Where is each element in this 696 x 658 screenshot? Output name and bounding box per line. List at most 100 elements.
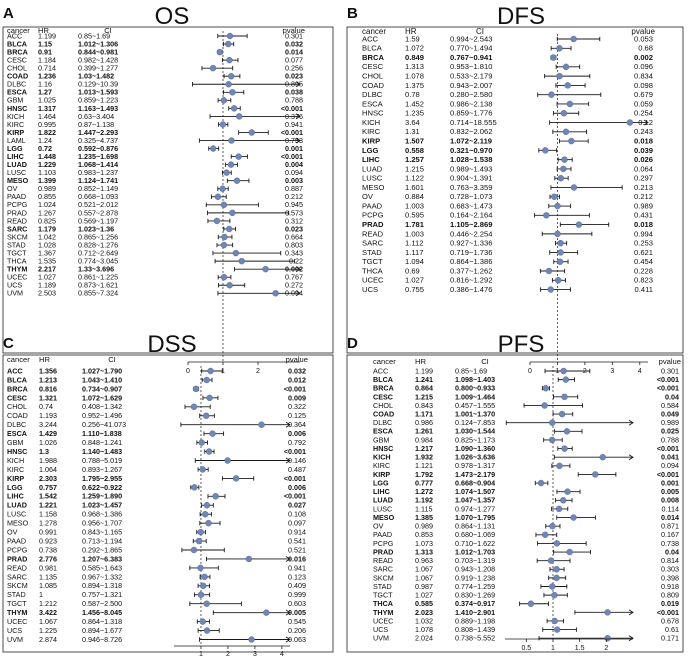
hr-point (213, 217, 221, 225)
p-value: <0.001 (657, 470, 679, 479)
hr-value: 1.067 (39, 617, 57, 626)
hr-value: 2.024 (415, 634, 433, 643)
p-value: 0.664 (285, 232, 303, 241)
hr-point (527, 600, 535, 607)
ci-value: 1.072~1.629 (82, 393, 122, 402)
cancer-label: DLBC (7, 420, 26, 429)
cancer-label: LIHC (7, 152, 24, 161)
hr-point (209, 64, 217, 72)
hr-point (232, 249, 240, 257)
row-kich: KICH 1.932 1.026~3.636 0.041 (373, 453, 679, 462)
column-header: pvalue (659, 357, 681, 366)
hr-point (229, 209, 236, 217)
row-paad: PAAD 0.853 0.680~1.069 0.167 (373, 530, 679, 539)
x-tick-label: 2 (256, 368, 260, 375)
row-ucec: UCEC 1.032 0.889~1.198 0.678 (373, 616, 679, 625)
cancer-label: GBM (373, 435, 389, 444)
hr-point (599, 454, 606, 461)
ci-value: 0.377~1.262 (450, 266, 492, 275)
row-dlbc: DLBC 1.16 0.129~10.39 0.895 (7, 80, 303, 89)
hr-point (263, 609, 270, 616)
column-header: CI (104, 26, 112, 35)
hr-value: 2.303 (39, 474, 57, 483)
hr-value: 1.073 (415, 539, 433, 548)
hr-point (199, 618, 206, 625)
row-esca: ESCA 1.429 1.110~1.838 0.006 (7, 429, 306, 438)
ci-value: 0.894~1.318 (82, 581, 122, 590)
row-prad: PRAD 1.267 0.557~2.878 0.573 (7, 208, 303, 217)
hr-point (545, 267, 553, 275)
hr-point (203, 627, 211, 634)
p-value: 0.009 (288, 393, 306, 402)
x-tick-label: 0 (528, 368, 532, 375)
ci-value: 0.893~1.267 (82, 465, 122, 474)
row-gbm: GBM 0.984 0.825~1.173 0.788 (373, 435, 679, 444)
ci-value: 0.521~2.012 (78, 200, 118, 209)
p-value: 0.788 (661, 435, 679, 444)
hr-point (203, 376, 210, 384)
ci-value: 1.027~1.790 (82, 366, 122, 375)
row-lusc: LUSC 1.122 0.904~1.391 0.297 (362, 174, 653, 183)
hr-point (604, 635, 611, 642)
panel-title: PFS (498, 331, 545, 358)
cancer-label: TGCT (7, 248, 27, 257)
row-thym: THYM 3.422 1.456~8.045 0.005 (7, 608, 306, 617)
hr-point (209, 145, 217, 152)
row-blca: BLCA 1.15 1.012~1.306 0.032 (7, 39, 303, 48)
ci-value: 0.129~10.39 (78, 80, 118, 89)
panel-pfs: D PFS cancer HR CI pvalue ACC 1.199 0.85~1.69 0.3… (346, 331, 684, 653)
hr-point (230, 105, 238, 112)
p-value: 0.032 (288, 366, 306, 375)
p-value: 0.038 (285, 88, 303, 97)
ci-arrow (285, 636, 291, 643)
hr-value: 1.171 (415, 410, 433, 419)
p-value: 0.167 (661, 530, 679, 539)
ci-arrow (628, 635, 634, 642)
row-prad: PRAD 2.776 1.207~6.383 0.016 (7, 554, 306, 563)
cancer-label: STAD (7, 590, 26, 599)
cancer-label: SKCM (7, 581, 28, 590)
cancer-label: KIRC (7, 465, 24, 474)
hr-point (232, 475, 240, 482)
ci-value: 0.719~1.736 (450, 248, 492, 257)
cancer-label: READ (7, 563, 27, 572)
p-value: 0.025 (661, 427, 679, 436)
hr-point (202, 511, 209, 518)
cancer-label: KIRP (7, 128, 24, 137)
hr-value: 1.448 (38, 152, 56, 161)
hr-point (556, 45, 563, 52)
cancer-label: THCA (373, 599, 393, 608)
ci-value: 0.943~2.007 (450, 81, 492, 90)
cancer-label: ACC (7, 366, 23, 375)
hr-value: 1.028 (38, 240, 56, 249)
hr-value: 1.278 (39, 519, 57, 528)
row-meso: MESO 1.399 1.124~1.741 0.003 (7, 176, 303, 185)
p-value: 0.001 (661, 478, 679, 487)
hr-point (226, 282, 233, 289)
row-chol: CHOL 0.74 0.408~1.342 0.322 (7, 402, 306, 411)
column-header: cancer (373, 357, 396, 366)
p-value: 0.026 (634, 155, 653, 164)
ci-value: 1.473~2.179 (455, 470, 495, 479)
ci-arrow (628, 609, 634, 616)
hr-value: 1.064 (39, 465, 57, 474)
p-value: 0.04 (665, 392, 679, 401)
cancer-label: PRAD (7, 554, 27, 563)
hr-point (557, 174, 564, 182)
row-esca: ESCA 1.27 1.013~1.593 0.038 (7, 88, 303, 97)
p-value: 0.297 (634, 174, 653, 183)
hr-point (566, 548, 573, 556)
cancer-label: OV (7, 184, 18, 193)
hr-point (221, 233, 228, 241)
cancer-label: STAD (7, 240, 26, 249)
hr-value: 1.429 (39, 429, 57, 438)
ci-value: 0.557~2.878 (78, 208, 118, 217)
hr-value: 1.375 (405, 81, 424, 90)
cancer-label: THYM (7, 265, 27, 274)
hr-value: 0.981 (39, 563, 57, 572)
hr-point (557, 239, 564, 247)
p-value: 0.243 (634, 127, 653, 136)
cancer-label: KIRC (7, 120, 24, 129)
ci-value: 1.124~1.741 (78, 176, 118, 185)
hr-value: 1.072 (405, 44, 424, 53)
